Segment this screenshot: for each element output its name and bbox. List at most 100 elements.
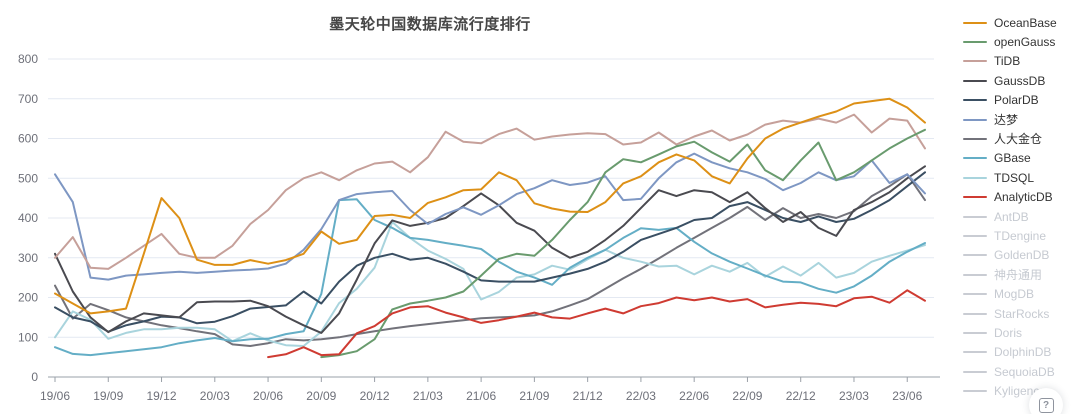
legend-item-TDengine[interactable]: TDengine bbox=[963, 226, 1080, 245]
legend-item-OceanBase[interactable]: OceanBase bbox=[963, 13, 1080, 32]
y-axis-label: 400 bbox=[18, 211, 38, 225]
help-button[interactable]: ? bbox=[1029, 388, 1063, 414]
x-axis-label: 20/09 bbox=[306, 389, 336, 403]
legend-item-label: 达梦 bbox=[994, 112, 1019, 127]
chart-title: 墨天轮中国数据库流行度排行 bbox=[329, 16, 531, 33]
x-axis-label: 21/09 bbox=[519, 389, 549, 403]
legend-item-TiDB[interactable]: TiDB bbox=[963, 52, 1080, 71]
legend-swatch-icon bbox=[963, 138, 987, 141]
legend-item-label: SequoiaDB bbox=[994, 364, 1055, 379]
legend-item-GaussDB[interactable]: GaussDB bbox=[963, 71, 1080, 90]
series-line-GaussDB[interactable] bbox=[54, 165, 926, 334]
x-axis-label: 21/06 bbox=[466, 389, 496, 403]
legend-swatch-icon bbox=[963, 176, 987, 179]
y-axis-label: 600 bbox=[18, 132, 38, 146]
legend-swatch-icon bbox=[963, 41, 987, 44]
legend-item-MogDB[interactable]: MogDB bbox=[963, 284, 1080, 303]
legend-swatch-icon bbox=[963, 79, 987, 82]
legend-item-StarRocks[interactable]: StarRocks bbox=[963, 304, 1080, 323]
x-axis-label: 21/03 bbox=[413, 389, 443, 403]
series-line-PolarDB[interactable] bbox=[54, 171, 926, 333]
legend-swatch-icon bbox=[963, 351, 987, 354]
legend-item-GoldenDB[interactable]: GoldenDB bbox=[963, 246, 1080, 265]
legend-swatch-icon bbox=[963, 234, 987, 237]
x-axis-label: 22/03 bbox=[626, 389, 656, 403]
x-axis-label: 19/12 bbox=[147, 389, 177, 403]
y-axis-label: 700 bbox=[18, 92, 38, 106]
legend-item-AnalyticDB[interactable]: AnalyticDB bbox=[963, 188, 1080, 207]
series-line-TDSQL[interactable] bbox=[54, 221, 926, 347]
legend-item-TDSQL[interactable]: TDSQL bbox=[963, 168, 1080, 187]
series-line-人大金仓[interactable] bbox=[54, 173, 926, 347]
y-axis-label: 200 bbox=[18, 291, 38, 305]
legend-item-label: Doris bbox=[994, 325, 1023, 340]
legend-item-Doris[interactable]: Doris bbox=[963, 323, 1080, 342]
legend-item-label: StarRocks bbox=[994, 306, 1050, 321]
y-axis-label: 800 bbox=[18, 52, 38, 66]
legend-item-label: 人大金仓 bbox=[994, 132, 1043, 147]
legend-item-label: OceanBase bbox=[994, 15, 1057, 30]
y-axis-label: 500 bbox=[18, 171, 38, 185]
legend-item-label: 神舟通用 bbox=[994, 267, 1043, 282]
legend-item-人大金仓[interactable]: 人大金仓 bbox=[963, 129, 1080, 148]
legend-swatch-icon bbox=[963, 370, 987, 373]
legend-item-label: TDengine bbox=[994, 228, 1047, 243]
legend-item-Kyligence[interactable]: Kyligence bbox=[963, 381, 1080, 400]
series-line-OceanBase[interactable] bbox=[54, 97, 926, 315]
legend-item-label: TDSQL bbox=[994, 170, 1035, 185]
x-axis-label: 20/03 bbox=[200, 389, 230, 403]
legend-swatch-icon bbox=[963, 21, 987, 24]
legend-swatch-icon bbox=[963, 273, 987, 276]
series-line-TiDB[interactable] bbox=[54, 113, 926, 270]
legend-item-label: GoldenDB bbox=[994, 248, 1050, 263]
legend-swatch-icon bbox=[963, 157, 987, 160]
x-axis-label: 23/03 bbox=[839, 389, 869, 403]
legend-swatch-icon bbox=[963, 60, 987, 63]
legend-swatch-icon bbox=[963, 196, 987, 199]
legend-swatch-icon bbox=[963, 99, 987, 102]
x-axis-label: 22/09 bbox=[732, 389, 762, 403]
legend-swatch-icon bbox=[963, 215, 987, 218]
legend-swatch-icon bbox=[963, 293, 987, 296]
legend-item-GBase[interactable]: GBase bbox=[963, 149, 1080, 168]
x-axis-label: 20/06 bbox=[253, 389, 283, 403]
series-line-GBase[interactable] bbox=[54, 198, 926, 357]
x-axis-label: 21/12 bbox=[573, 389, 603, 403]
legend-item-AntDB[interactable]: AntDB bbox=[963, 207, 1080, 226]
y-axis-label: 0 bbox=[31, 370, 38, 384]
legend-item-神舟通用[interactable]: 神舟通用 bbox=[963, 265, 1080, 284]
legend-swatch-icon bbox=[963, 331, 987, 334]
legend-item-label: GBase bbox=[994, 151, 1031, 166]
legend-item-label: DolphinDB bbox=[994, 345, 1052, 360]
legend-item-label: PolarDB bbox=[994, 93, 1039, 108]
legend-item-openGauss[interactable]: openGauss bbox=[963, 32, 1080, 51]
legend-item-label: openGauss bbox=[994, 35, 1056, 50]
x-axis-label: 22/06 bbox=[679, 389, 709, 403]
x-axis-label: 23/06 bbox=[892, 389, 922, 403]
series-line-AnalyticDB[interactable] bbox=[267, 289, 926, 359]
series-line-openGauss[interactable] bbox=[320, 128, 926, 359]
legend: OceanBase openGauss TiDB GaussDB PolarDB 达梦人大… bbox=[963, 13, 1080, 401]
x-axis-label: 19/06 bbox=[40, 389, 70, 403]
series-line-达梦[interactable] bbox=[54, 152, 926, 281]
y-axis-label: 300 bbox=[18, 251, 38, 265]
legend-swatch-icon bbox=[963, 312, 987, 315]
y-axis-label: 100 bbox=[18, 330, 38, 344]
legend-item-SequoiaDB[interactable]: SequoiaDB bbox=[963, 362, 1080, 381]
legend-item-label: TiDB bbox=[994, 54, 1021, 69]
legend-swatch-icon bbox=[963, 254, 987, 257]
legend-swatch-icon bbox=[963, 390, 987, 393]
legend-item-label: AnalyticDB bbox=[994, 190, 1053, 205]
legend-item-label: GaussDB bbox=[994, 73, 1046, 88]
help-icon: ? bbox=[1038, 397, 1054, 413]
legend-item-DolphinDB[interactable]: DolphinDB bbox=[963, 343, 1080, 362]
x-axis-label: 19/09 bbox=[93, 389, 123, 403]
x-axis-label: 22/12 bbox=[786, 389, 816, 403]
x-axis-label: 20/12 bbox=[360, 389, 390, 403]
legend-item-label: MogDB bbox=[994, 287, 1035, 302]
legend-item-PolarDB[interactable]: PolarDB bbox=[963, 91, 1080, 110]
legend-swatch-icon bbox=[963, 118, 987, 121]
legend-item-达梦[interactable]: 达梦 bbox=[963, 110, 1080, 129]
